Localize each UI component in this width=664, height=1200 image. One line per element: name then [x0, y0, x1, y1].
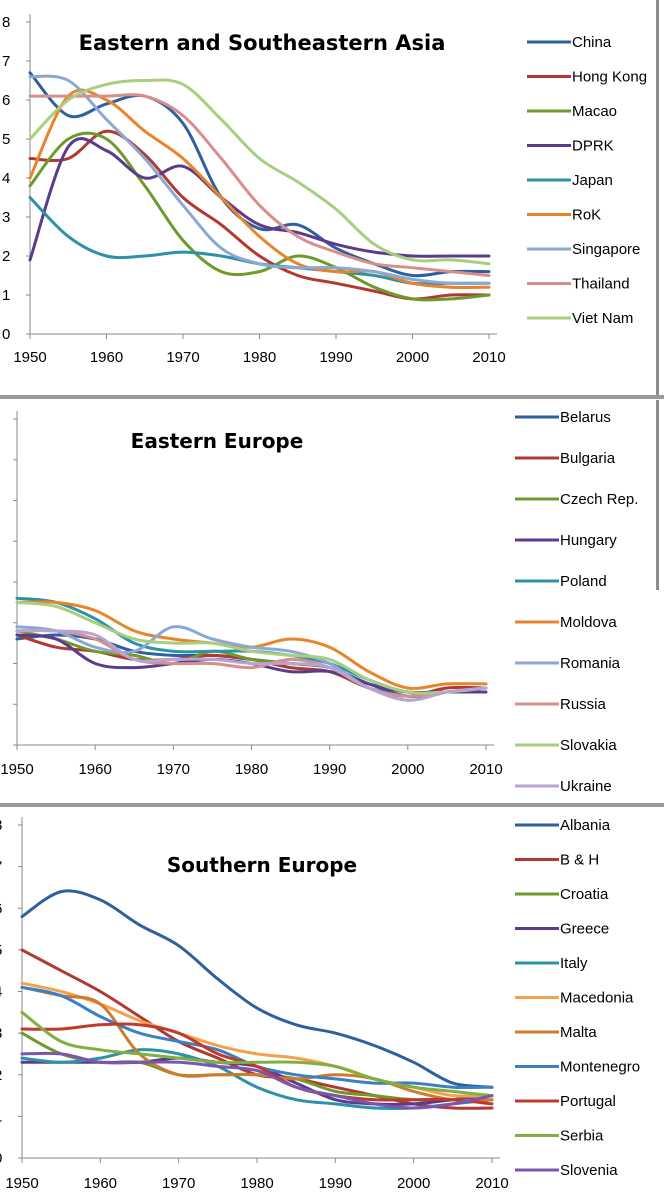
y-tick-label: 4	[0, 984, 2, 1001]
x-tick-label: 1970	[162, 1175, 195, 1192]
series-line-2	[28, 131, 491, 302]
legend-label: Viet Nam	[572, 310, 633, 327]
x-tick-label: 1950	[0, 761, 33, 778]
x-tick-label: 2010	[475, 1175, 508, 1192]
southern-europe-chart-panel: 0 1 2 3 4 5 6 7 8 1950 1960 1970 1980 1990 2000 2010 Sou…	[0, 817, 640, 1192]
x-tick-label: 2010	[469, 761, 502, 778]
legend-label: Albania	[560, 817, 611, 834]
x-tick-label: 1960	[84, 1175, 117, 1192]
legend-label: Macedonia	[560, 990, 634, 1007]
series-line-3	[28, 137, 491, 262]
panel-separator	[0, 803, 664, 807]
panel-separator	[0, 395, 664, 399]
y-tick-label: 1	[0, 1108, 2, 1125]
y-tick-label: 7	[0, 859, 2, 876]
series-line-8	[15, 600, 488, 695]
x-tick-label: 1980	[235, 761, 268, 778]
legend-label: Greece	[560, 921, 609, 938]
series-line-0	[20, 889, 494, 1089]
legend-label: Italy	[560, 955, 588, 972]
series-line-6	[28, 74, 491, 286]
x-tick-label: 1950	[5, 1175, 38, 1192]
x-tick-label: 1990	[319, 349, 352, 366]
legend-label: Belarus	[560, 409, 611, 426]
series-line-5	[28, 88, 491, 289]
y-tick-label: 1	[2, 287, 10, 304]
y-tick-label: 3	[0, 1025, 2, 1042]
x-tick-label: 1990	[313, 761, 346, 778]
asia-chart-panel: 0 1 2 3 4 5 6 7 8 1950 1960 1970 1980 1990 2000 2010 Eas…	[2, 14, 647, 366]
x-tick-label: 1970	[157, 761, 190, 778]
series-line-9	[15, 629, 488, 702]
legend-label: Serbia	[560, 1128, 604, 1145]
legend-label: DPRK	[572, 138, 614, 155]
x-tick-label: 1960	[78, 761, 111, 778]
legend-label: Slovakia	[560, 737, 617, 754]
x-tick-label: 1980	[240, 1175, 273, 1192]
panel-border-right	[656, 0, 659, 395]
legend-label: Singapore	[572, 241, 640, 258]
series-line-7	[15, 628, 488, 698]
y-tick-label: 3	[2, 209, 10, 226]
y-tick-label: 5	[2, 131, 10, 148]
y-tick-label: 8	[2, 14, 10, 31]
legend-label: B & H	[560, 852, 599, 869]
legend-label: Montenegro	[560, 1059, 640, 1076]
legend-label: Croatia	[560, 886, 609, 903]
y-tick-label: 8	[0, 817, 2, 834]
legend-label: Portugal	[560, 1093, 616, 1110]
legend-label: RoK	[572, 207, 601, 224]
legend-label: Bulgaria	[560, 450, 616, 467]
y-tick-label: 2	[0, 1067, 2, 1084]
legend-label: Hungary	[560, 532, 617, 549]
legend-label: Romania	[560, 655, 621, 672]
panel-border-right	[656, 400, 659, 590]
series-line-7	[28, 93, 491, 277]
legend-label: Poland	[560, 573, 607, 590]
x-tick-label: 2000	[397, 1175, 430, 1192]
series-line-0	[28, 71, 491, 278]
y-tick-label: 2	[2, 248, 10, 265]
series-line-6	[20, 985, 494, 1102]
chart-title: Southern Europe	[167, 853, 357, 877]
legend-label: Hong Kong	[572, 69, 647, 86]
y-tick-label: 0	[2, 326, 10, 343]
chart-title: Eastern and Southeastern Asia	[79, 31, 446, 55]
y-tick-label: 7	[2, 53, 10, 70]
x-tick-label: 1960	[90, 349, 123, 366]
eastern-europe-chart-panel: 1950 1960 1970 1980 1990 2000 2010 Eastern Euro…	[0, 409, 638, 795]
series-line-8	[28, 78, 491, 266]
legend-label: Russia	[560, 696, 607, 713]
y-tick-label: 0	[0, 1150, 2, 1167]
legend-label: Slovenia	[560, 1162, 618, 1179]
x-tick-label: 2000	[396, 349, 429, 366]
legend-label: China	[572, 34, 612, 51]
x-tick-label: 1970	[166, 349, 199, 366]
x-tick-label: 1990	[319, 1175, 352, 1192]
x-tick-label: 2010	[472, 349, 505, 366]
x-tick-label: 2000	[391, 761, 424, 778]
legend-label: Ukraine	[560, 778, 612, 795]
series-line-1	[28, 129, 491, 301]
series-line-10	[20, 1051, 494, 1110]
series-line-8	[20, 1022, 494, 1106]
y-tick-label: 5	[0, 942, 2, 959]
x-tick-label: 1980	[243, 349, 276, 366]
legend-label: Thailand	[572, 276, 630, 293]
chart-title: Eastern Europe	[131, 429, 304, 453]
y-tick-label: 6	[0, 900, 2, 917]
series-line-2	[15, 629, 488, 702]
legend-label: Malta	[560, 1024, 597, 1041]
x-tick-label: 1950	[13, 349, 46, 366]
legend-label: Macao	[572, 103, 617, 120]
y-tick-label: 4	[2, 170, 10, 187]
series-line-9	[20, 1010, 494, 1098]
legend-label: Moldova	[560, 614, 617, 631]
y-tick-label: 6	[2, 92, 10, 109]
legend-label: Japan	[572, 172, 613, 189]
legend-label: Czech Rep.	[560, 491, 638, 508]
